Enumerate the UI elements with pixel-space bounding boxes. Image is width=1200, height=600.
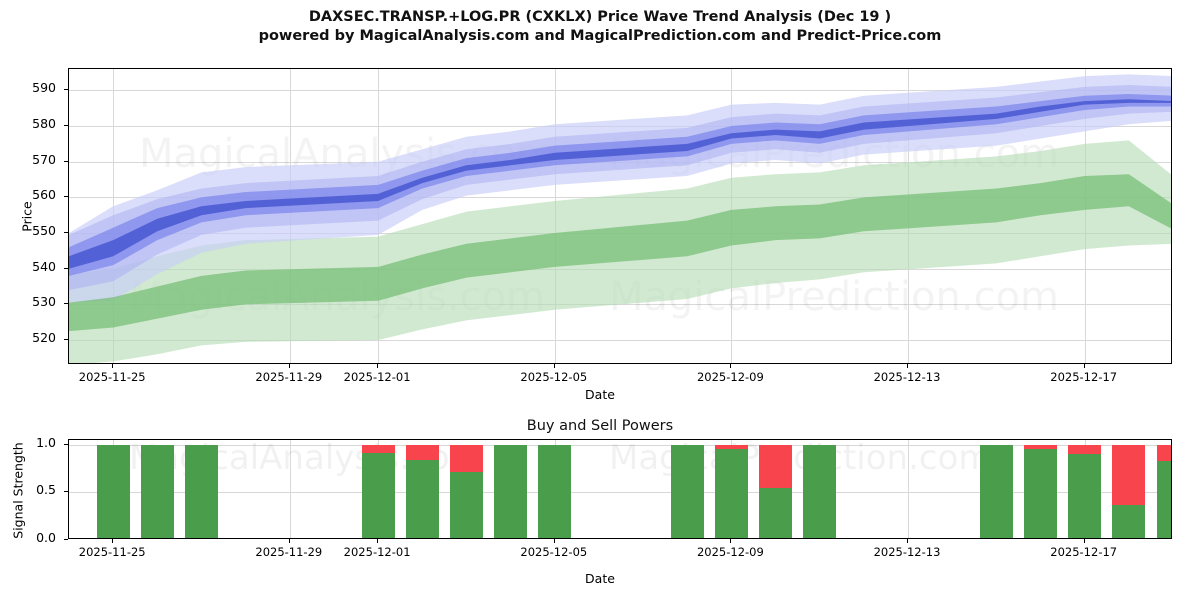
buy-sell-chart: MagicalAnalysis.com MagicalPrediction.co… bbox=[68, 439, 1172, 539]
buy-power-bar[interactable] bbox=[1112, 504, 1146, 538]
y-tick-mark bbox=[64, 267, 68, 269]
x-tick-mark bbox=[730, 364, 732, 368]
gridline-horizontal bbox=[69, 304, 1171, 306]
y-tick-label: 520 bbox=[32, 330, 56, 345]
x-tick-label: 2025-11-29 bbox=[255, 545, 323, 559]
y-tick-mark bbox=[64, 443, 68, 445]
y-tick-label: 590 bbox=[32, 80, 56, 96]
y-tick-mark bbox=[64, 89, 68, 91]
price-band bbox=[69, 85, 1171, 291]
x-tick-label: 2025-12-05 bbox=[520, 370, 588, 384]
buy-power-bar[interactable] bbox=[538, 444, 572, 538]
y-tick-mark bbox=[64, 303, 68, 305]
x-tick-label: 2025-11-29 bbox=[255, 370, 323, 384]
y-tick-mark bbox=[64, 339, 68, 340]
sell-power-bar[interactable] bbox=[405, 444, 439, 460]
gridline-vertical bbox=[289, 440, 291, 538]
y-tick-label: 580 bbox=[32, 116, 56, 132]
gridline-vertical bbox=[908, 440, 909, 538]
price-band-layers bbox=[69, 74, 1171, 363]
x-tick-mark bbox=[288, 539, 290, 543]
price-x-axis-label: Date bbox=[585, 387, 615, 402]
x-tick-mark bbox=[730, 539, 732, 543]
signal-y-axis-label: Signal Strength bbox=[10, 442, 26, 539]
gridline-horizontal bbox=[69, 90, 1171, 92]
buy-power-bar[interactable] bbox=[96, 444, 130, 538]
x-tick-mark bbox=[1083, 364, 1085, 368]
x-tick-mark bbox=[112, 539, 114, 543]
y-tick-label: 0.0 bbox=[36, 530, 56, 545]
x-tick-mark bbox=[112, 364, 114, 368]
sell-power-bar[interactable] bbox=[449, 444, 483, 473]
x-tick-label: 2025-12-01 bbox=[343, 370, 411, 384]
x-tick-mark bbox=[907, 539, 908, 543]
buy-power-bar[interactable] bbox=[714, 448, 748, 538]
x-tick-label: 2025-12-09 bbox=[696, 545, 764, 559]
gridline-horizontal bbox=[69, 444, 1171, 446]
sell-power-bar[interactable] bbox=[1112, 444, 1146, 505]
y-tick-mark bbox=[64, 232, 68, 233]
sell-power-bar[interactable] bbox=[1024, 444, 1057, 449]
x-tick-label: 2025-11-25 bbox=[78, 545, 146, 559]
page-subtitle: powered by MagicalAnalysis.com and Magic… bbox=[258, 28, 942, 44]
buy-sell-title: Buy and Sell Powers bbox=[526, 418, 674, 434]
buy-power-bar[interactable] bbox=[449, 472, 483, 538]
x-tick-label: 2025-11-25 bbox=[78, 370, 146, 384]
x-tick-mark bbox=[377, 364, 379, 368]
sell-power-bar[interactable] bbox=[1068, 444, 1102, 455]
x-tick-label: 2025-12-05 bbox=[520, 545, 588, 559]
x-tick-mark bbox=[288, 364, 290, 368]
buy-power-bar[interactable] bbox=[1068, 454, 1102, 538]
gridline-horizontal bbox=[69, 492, 1171, 494]
x-tick-label: 2025-12-13 bbox=[873, 370, 941, 384]
buy-power-bar[interactable] bbox=[185, 444, 218, 538]
x-tick-mark bbox=[553, 539, 555, 543]
buy-power-bar[interactable] bbox=[670, 444, 704, 538]
buy-power-bar[interactable] bbox=[140, 444, 174, 538]
buy-power-bar[interactable] bbox=[803, 444, 837, 538]
y-tick-label: 540 bbox=[32, 258, 56, 274]
buy-power-bar[interactable] bbox=[979, 444, 1013, 538]
y-tick-label: 530 bbox=[32, 294, 56, 310]
y-tick-mark bbox=[64, 160, 68, 162]
sell-power-bar[interactable] bbox=[1156, 444, 1171, 461]
price-band bbox=[69, 93, 1171, 276]
page-title: DAXSEC.TRANSP.+LOG.PR (CXKLX) Price Wave… bbox=[308, 9, 892, 25]
y-tick-label: 570 bbox=[32, 151, 56, 167]
x-tick-mark bbox=[377, 539, 379, 543]
x-tick-mark bbox=[1083, 539, 1085, 543]
signal-x-axis-label: Date bbox=[585, 571, 615, 586]
y-tick-label: 0.5 bbox=[36, 482, 56, 498]
buy-power-bar[interactable] bbox=[1024, 448, 1057, 538]
x-tick-mark bbox=[553, 364, 555, 368]
y-tick-label: 560 bbox=[32, 187, 56, 203]
buy-power-bar[interactable] bbox=[1156, 461, 1171, 538]
buy-power-bar[interactable] bbox=[759, 487, 793, 538]
x-tick-label: 2025-12-09 bbox=[696, 370, 764, 384]
y-tick-label: 550 bbox=[32, 223, 56, 238]
y-tick-mark bbox=[64, 196, 68, 198]
x-tick-mark bbox=[907, 364, 908, 368]
gridline-horizontal bbox=[69, 340, 1171, 341]
x-tick-label: 2025-12-13 bbox=[873, 545, 941, 559]
buy-power-bar[interactable] bbox=[405, 460, 439, 538]
price-band bbox=[69, 174, 1171, 332]
price-y-axis-label: Price bbox=[19, 201, 35, 232]
y-tick-mark bbox=[64, 539, 68, 540]
sell-power-bar[interactable] bbox=[361, 444, 395, 454]
y-tick-mark bbox=[64, 491, 68, 493]
x-tick-label: 2025-12-01 bbox=[343, 545, 411, 559]
sell-power-bar[interactable] bbox=[759, 444, 793, 488]
y-tick-label: 1.0 bbox=[36, 434, 56, 450]
chart-title-block: DAXSEC.TRANSP.+LOG.PR (CXKLX) Price Wave… bbox=[0, 8, 1200, 46]
sell-power-bar[interactable] bbox=[714, 444, 748, 449]
buy-power-bar[interactable] bbox=[494, 444, 528, 538]
x-tick-label: 2025-12-17 bbox=[1050, 370, 1118, 384]
price-wave-chart: MagicalAnalysis.com MagicalPrediction.co… bbox=[68, 68, 1172, 364]
x-tick-label: 2025-12-17 bbox=[1050, 545, 1118, 559]
y-tick-mark bbox=[64, 125, 68, 127]
buy-power-bar[interactable] bbox=[361, 453, 395, 538]
